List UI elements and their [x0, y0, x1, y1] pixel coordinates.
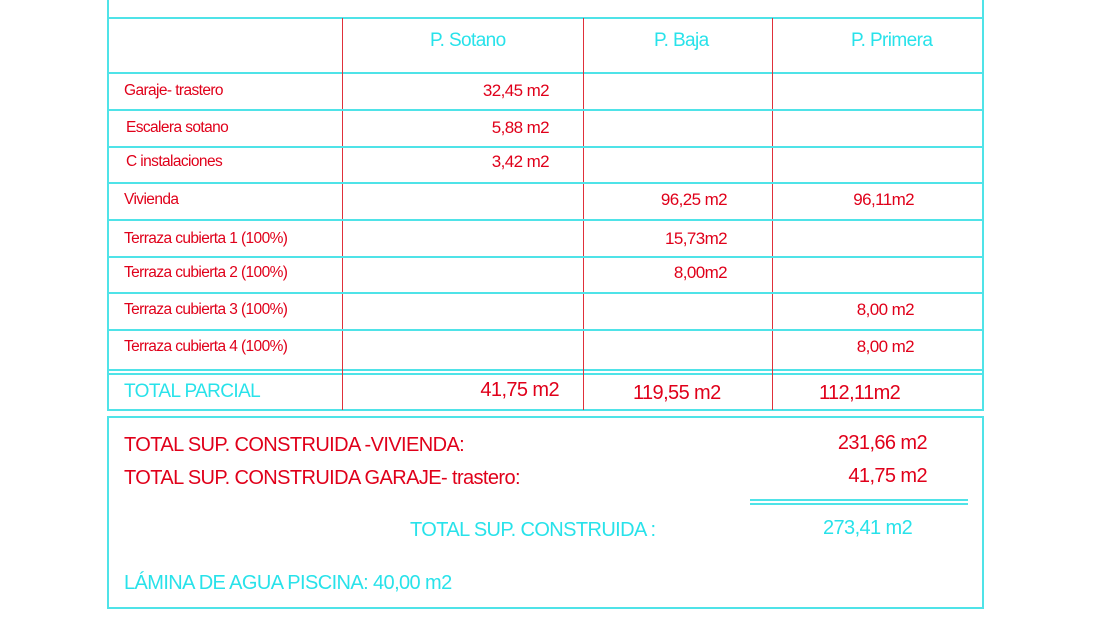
- row-label: Vivienda: [124, 191, 179, 208]
- row-divider: [107, 182, 984, 184]
- summary-right-border: [982, 416, 984, 609]
- row-divider: [107, 329, 984, 331]
- summary-top-line: [107, 416, 984, 418]
- row-divider: [107, 256, 984, 258]
- total-parcial-sotano: 41,75 m2: [480, 379, 559, 401]
- row-divider: [107, 219, 984, 221]
- total-construida-label: TOTAL SUP. CONSTRUIDA :: [410, 519, 656, 541]
- total-vivienda-label: TOTAL SUP. CONSTRUIDA -VIVIENDA:: [124, 434, 465, 456]
- row-value-baja: 8,00m2: [673, 263, 728, 282]
- row-label: Terraza cubierta 1 (100%): [124, 230, 288, 247]
- lamina-agua-piscina: LÁMINA DE AGUA PISCINA: 40,00 m2: [124, 572, 452, 594]
- row-label: Terraza cubierta 4 (100%): [124, 338, 288, 355]
- total-parcial-label: TOTAL PARCIAL: [124, 381, 261, 402]
- row-divider: [107, 109, 984, 111]
- row-value-sotano: 32,45 m2: [482, 81, 550, 100]
- column-divider: [583, 18, 584, 410]
- row-value-primera: 8,00 m2: [856, 300, 915, 319]
- total-vivienda-value: 231,66 m2: [837, 432, 928, 454]
- total-garaje-label: TOTAL SUP. CONSTRUIDA GARAJE- trastero:: [124, 467, 521, 489]
- row-label: Escalera sotano: [126, 119, 229, 136]
- row-value-sotano: 5,88 m2: [491, 118, 550, 137]
- row-value-primera: 8,00 m2: [856, 337, 915, 356]
- sum-double-line-1: [750, 499, 968, 501]
- row-divider: [107, 146, 984, 148]
- row-label: Terraza cubierta 3 (100%): [124, 301, 288, 318]
- header-bottom-line: [107, 72, 984, 74]
- total-parcial-baja: 119,55 m2: [633, 382, 721, 404]
- column-divider: [342, 18, 343, 410]
- sum-double-line-2: [750, 503, 968, 505]
- header-top-line: [107, 17, 984, 19]
- row-value-sotano: 3,42 m2: [491, 152, 550, 171]
- table-bottom-line: [107, 409, 984, 411]
- summary-bottom-line: [107, 607, 984, 609]
- summary-left-border: [107, 416, 109, 609]
- row-label: Terraza cubierta 2 (100%): [124, 264, 288, 281]
- column-header-primera: P. Primera: [851, 30, 933, 51]
- total-garaje-value: 41,75 m2: [848, 465, 927, 487]
- table-right-border: [982, 0, 984, 411]
- column-header-sotano: P. Sotano: [430, 30, 506, 51]
- row-value-baja: 15,73m2: [665, 229, 728, 248]
- total-double-line-1: [107, 369, 984, 371]
- table-left-border: [107, 0, 109, 411]
- column-divider: [772, 18, 773, 410]
- total-double-line-2: [107, 373, 984, 375]
- row-divider: [107, 292, 984, 294]
- row-value-baja: 96,25 m2: [660, 190, 728, 209]
- column-header-baja: P. Baja: [654, 30, 709, 51]
- row-value-primera: 96,11m2: [853, 190, 914, 209]
- row-label: Garaje- trastero: [124, 82, 224, 99]
- total-parcial-primera: 112,11m2: [819, 382, 901, 404]
- row-label: C instalaciones: [126, 153, 223, 170]
- total-construida-value: 273,41 m2: [823, 517, 913, 539]
